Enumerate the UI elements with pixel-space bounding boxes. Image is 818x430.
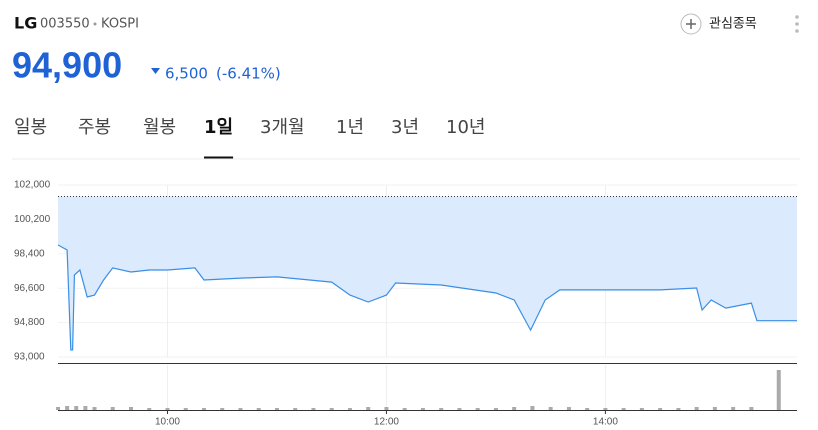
tab[interactable]: 3년 xyxy=(391,117,419,138)
y-tick-label: 94,800 xyxy=(14,317,45,328)
volume-bar xyxy=(658,408,663,410)
volume-bar xyxy=(110,407,115,410)
volume-bar xyxy=(293,408,298,410)
volume-bar xyxy=(493,408,498,410)
price-area xyxy=(58,196,797,350)
volume-bar xyxy=(256,408,261,410)
watch-button[interactable]: 관심종목 xyxy=(680,13,757,35)
volume-bar xyxy=(329,408,334,410)
volume-bar xyxy=(676,408,681,410)
tab[interactable]: 3개월 xyxy=(260,117,305,138)
volume-bar xyxy=(366,407,371,410)
y-tick-label: 102,000 xyxy=(14,180,51,191)
volume-bar xyxy=(603,408,608,410)
y-tick-label: 96,600 xyxy=(14,283,45,294)
volume-bar xyxy=(201,408,206,410)
change: 6,500 xyxy=(165,65,208,83)
volume-bar xyxy=(420,408,425,410)
volume-bar xyxy=(384,407,389,410)
y-tick-label: 98,400 xyxy=(14,248,45,259)
volume-bar xyxy=(83,406,88,410)
watch-label[interactable]: 관심종목 xyxy=(709,17,757,32)
volume-bar xyxy=(165,408,170,410)
tab[interactable]: 1년 xyxy=(336,117,364,138)
x-tick-label: 12:00 xyxy=(374,417,399,428)
volume-bar xyxy=(694,407,699,410)
tab[interactable]: 일봉 xyxy=(14,117,47,138)
volume-bar xyxy=(147,408,152,410)
volume-bar xyxy=(548,407,553,410)
volume-bar xyxy=(238,408,243,410)
change-rate: (-6.41%) xyxy=(216,65,281,83)
volume-bar xyxy=(731,407,736,410)
volume-bar xyxy=(65,406,70,410)
y-tick-label: 100,200 xyxy=(14,214,51,225)
volume-bar xyxy=(639,408,644,410)
price-line xyxy=(57,244,797,351)
tab[interactable]: 주봉 xyxy=(78,117,111,138)
volume-bar xyxy=(56,407,60,410)
volume-bar xyxy=(566,407,571,410)
volume-bar xyxy=(585,408,590,410)
volume-bar xyxy=(621,408,626,410)
volume-bar xyxy=(220,408,225,410)
down-arrow xyxy=(151,68,160,74)
chart: 93,000 94,800 96,600 98,400 100,200 102,000 10… xyxy=(14,180,797,428)
plus xyxy=(686,19,696,29)
watch-icon xyxy=(680,13,702,35)
volume-bar xyxy=(457,408,462,410)
x-tick-label: 10:00 xyxy=(155,417,180,428)
volume-bar xyxy=(439,408,444,410)
x-tick-label: 14:00 xyxy=(593,417,618,428)
volume-bar xyxy=(712,407,717,410)
tab[interactable]: 10년 xyxy=(446,117,485,138)
volume-bar xyxy=(347,408,352,410)
volume-bar xyxy=(475,408,480,410)
market: KOSPI xyxy=(101,17,139,32)
volume-bar xyxy=(128,407,133,410)
volume-bar xyxy=(74,406,79,410)
tab[interactable]: 월봉 xyxy=(143,117,176,138)
volume-bar xyxy=(183,408,188,410)
volume-bar xyxy=(92,407,97,410)
volume-bar xyxy=(512,407,517,410)
volume-bar xyxy=(402,408,407,410)
stock-name: LG xyxy=(14,14,37,33)
volume-bar xyxy=(776,370,781,410)
more-menu[interactable] xyxy=(795,15,799,33)
price: 94,900 xyxy=(12,45,122,86)
tabs: 일봉 주봉 월봉 1일 3개월 1년 3년 10년 xyxy=(14,117,485,159)
volume-bar xyxy=(530,406,535,410)
y-tick-label: 93,000 xyxy=(14,352,45,363)
stock-code: 003550 xyxy=(40,17,90,32)
volume-bar xyxy=(749,407,754,410)
volume-bar xyxy=(274,408,279,410)
volume-bar xyxy=(311,408,316,410)
tab[interactable]: 1일 xyxy=(204,117,233,138)
separator-dot xyxy=(93,22,97,26)
